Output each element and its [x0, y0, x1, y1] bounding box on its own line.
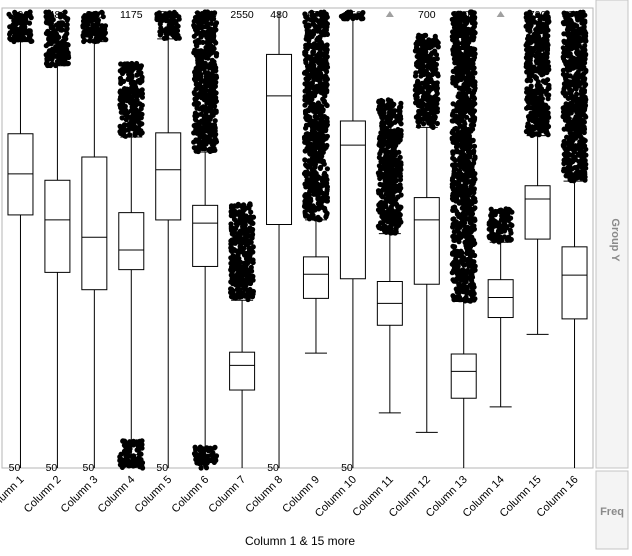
overflow-arrow-top	[496, 11, 505, 17]
freq-label: Freq	[600, 506, 624, 518]
box-iqr	[450, 353, 477, 399]
box-iqr	[266, 53, 293, 225]
overflow-count-top: 2550	[230, 9, 254, 21]
box-iqr	[487, 279, 514, 319]
overflow-count-bottom: 50	[156, 462, 168, 474]
outlier-points-high	[154, 9, 182, 42]
overflow-count-bottom: 50	[341, 462, 353, 474]
overflow-count-top: 1220	[193, 9, 217, 21]
x-tick-label: Column 5	[133, 474, 175, 516]
group-y-panel[interactable]	[595, 0, 629, 469]
box-iqr	[339, 120, 366, 280]
overflow-count-top: 510	[159, 9, 177, 21]
outlier-points-high	[117, 60, 145, 139]
plot-frame	[1, 7, 594, 469]
outlier-points-high	[412, 32, 441, 130]
x-tick-label: Column 3	[59, 474, 101, 516]
overflow-count-top: 975	[307, 9, 325, 21]
overflow-count-top: 550	[344, 9, 362, 21]
outlier-points-high	[6, 9, 35, 45]
overflow-count-top: 1750	[563, 9, 587, 21]
box-iqr	[118, 212, 145, 271]
overflow-count-bottom: 50	[46, 462, 58, 474]
overflow-count-top: 700	[418, 9, 436, 21]
x-axis-title: Column 1 & 15 more	[245, 534, 355, 548]
x-tick-label: Column 2	[22, 474, 64, 516]
box-iqr	[229, 351, 256, 391]
overflow-count-bottom: 50	[267, 462, 279, 474]
box-iqr	[413, 197, 440, 285]
x-tick-label: Column 4	[96, 474, 138, 516]
box-iqr	[524, 185, 551, 240]
x-tick-label: Column 7	[206, 474, 248, 516]
overflow-count-top: 2300	[452, 9, 476, 21]
outlier-points-high	[560, 9, 589, 184]
outlier-points-high	[523, 9, 552, 139]
outlier-points-high	[43, 9, 72, 69]
box-iqr	[44, 179, 71, 273]
box-iqr	[155, 132, 182, 221]
overflow-count-top: 480	[49, 9, 67, 21]
overflow-count-top: 1175	[120, 9, 143, 21]
outlier-points-high	[449, 9, 478, 304]
overflow-arrow-top	[385, 11, 394, 17]
x-tick-label: Column 6	[170, 474, 212, 516]
outlier-points-high	[80, 9, 109, 45]
outlier-points-high	[228, 201, 257, 303]
outlier-points-high	[375, 97, 404, 236]
freq-panel[interactable]	[595, 470, 629, 550]
overflow-count-top: 900	[86, 9, 104, 21]
box-iqr	[561, 246, 588, 320]
box-iqr	[192, 204, 219, 267]
group-y-label: Group Y	[609, 218, 621, 262]
box-iqr	[81, 156, 108, 291]
x-tick-label: Column 8	[243, 474, 285, 516]
overflow-count-bottom: 50	[9, 462, 21, 474]
overflow-count-bottom: 50	[83, 462, 95, 474]
outlier-points-high	[301, 9, 331, 223]
outlier-points-high	[486, 206, 515, 245]
overflow-count-top: 490	[12, 9, 30, 21]
box-iqr	[302, 256, 329, 299]
outlier-points-high	[191, 9, 220, 155]
overflow-count-top: 720	[529, 9, 547, 21]
overflow-count-top: 480	[270, 9, 288, 21]
